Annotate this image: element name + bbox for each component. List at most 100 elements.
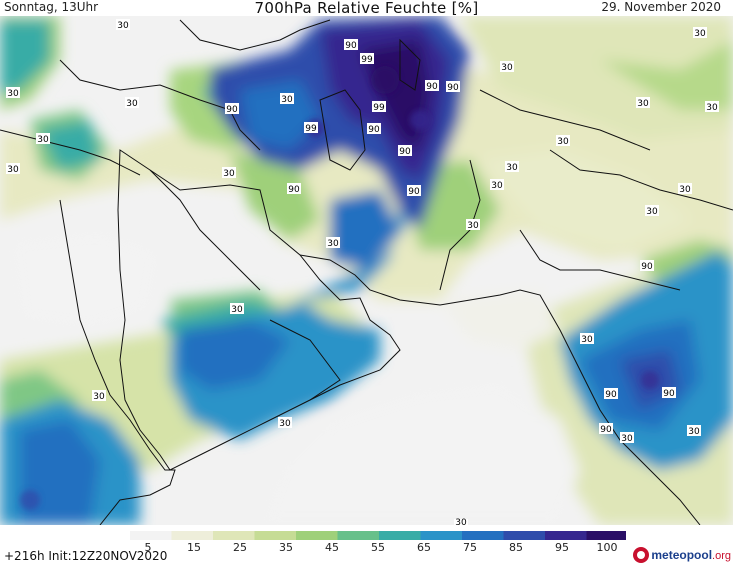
svg-text:30: 30 — [646, 207, 658, 217]
svg-text:30: 30 — [581, 335, 593, 345]
contour-label: 30 — [645, 205, 659, 217]
svg-text:90: 90 — [426, 82, 438, 92]
colorbar-tick: 45 — [325, 541, 339, 554]
colorbar-tick: 85 — [509, 541, 523, 554]
contour-label: 30 — [466, 219, 480, 231]
contour-label: 90 — [604, 388, 618, 400]
svg-text:30: 30 — [694, 29, 706, 39]
colorbar-segment — [171, 531, 214, 540]
svg-text:99: 99 — [305, 124, 317, 134]
svg-text:30: 30 — [706, 103, 718, 113]
contour-label: 30 — [326, 237, 340, 249]
contour-label: 30 — [92, 390, 106, 402]
colorbar-tick: 95 — [555, 541, 569, 554]
svg-text:30: 30 — [506, 163, 518, 173]
svg-text:90: 90 — [226, 105, 238, 115]
colorbar-tick: 75 — [463, 541, 477, 554]
colorbar-segment — [545, 531, 587, 540]
svg-text:30: 30 — [637, 99, 649, 109]
colorbar-tick: 55 — [371, 541, 385, 554]
meteopool-logo-icon — [633, 547, 650, 563]
svg-text:30: 30 — [467, 221, 479, 231]
valid-date: 29. November 2020 — [601, 0, 721, 14]
contour-label: 30 — [6, 163, 20, 175]
svg-text:30: 30 — [327, 239, 339, 249]
contour-label: 90 — [425, 80, 439, 92]
svg-text:30: 30 — [557, 137, 569, 147]
colorbar-segment — [130, 531, 172, 540]
svg-text:90: 90 — [399, 147, 411, 157]
contour-label: 30 — [125, 97, 139, 109]
svg-text:30: 30 — [7, 165, 19, 175]
chart-title: 700hPa Relative Feuchte [%] — [254, 0, 479, 17]
brand-name: meteopool.org — [651, 548, 731, 562]
model-run-info: +216h Init:12Z20NOV2020 — [4, 549, 168, 563]
footer: 5 15 25 35 45 55 65 75 85 95 100 +216h I… — [0, 525, 733, 566]
svg-text:90: 90 — [663, 389, 675, 399]
contour-label: 30 — [693, 27, 707, 39]
colorbar-segment — [586, 531, 626, 540]
svg-text:30: 30 — [281, 95, 293, 105]
contour-label: 30 — [230, 303, 244, 315]
svg-text:30: 30 — [455, 518, 467, 525]
contour-label: 90 — [287, 183, 301, 195]
contour-label: 30 — [116, 19, 130, 31]
colorbar-segment — [503, 531, 546, 540]
colorbar-segment — [296, 531, 338, 540]
contour-label: 30 — [36, 133, 50, 145]
colorbar-segment — [337, 531, 380, 540]
svg-text:99: 99 — [361, 55, 373, 65]
svg-text:30: 30 — [93, 392, 105, 402]
svg-text:90: 90 — [641, 262, 653, 272]
contour-label: 30 — [6, 87, 20, 99]
svg-text:30: 30 — [679, 185, 691, 195]
colorbar-segment — [379, 531, 421, 540]
svg-text:90: 90 — [288, 185, 300, 195]
contour-label: 90 — [599, 423, 613, 435]
contour-label: 90 — [344, 39, 358, 51]
contour-label: 30 — [687, 425, 701, 437]
colorbar-tick: 25 — [233, 541, 247, 554]
contour-label: 30 — [454, 518, 468, 525]
svg-text:30: 30 — [7, 89, 19, 99]
contour-label: 90 — [446, 81, 460, 93]
svg-text:90: 90 — [447, 83, 459, 93]
contour-label: 30 — [678, 183, 692, 195]
meteopool-logo[interactable]: meteopool.org — [633, 545, 731, 565]
svg-text:30: 30 — [501, 63, 513, 73]
svg-text:30: 30 — [126, 99, 138, 109]
contour-label: 90 — [225, 103, 239, 115]
valid-day-time: Sonntag, 13Uhr — [4, 0, 99, 14]
contour-label: 90 — [367, 123, 381, 135]
svg-text:99: 99 — [373, 103, 385, 113]
svg-text:30: 30 — [223, 169, 235, 179]
colorbar-tick: 100 — [596, 541, 618, 554]
contour-label: 30 — [280, 93, 294, 105]
colorbar — [130, 531, 626, 540]
coastlines — [0, 19, 733, 525]
colorbar-segment — [213, 531, 255, 540]
svg-text:90: 90 — [408, 187, 420, 197]
svg-text:30: 30 — [231, 305, 243, 315]
humidity-detail — [20, 66, 659, 510]
humidity-map: 30 90 99 30 30 90 90 99 90 99 90 90 90 9… — [0, 16, 733, 525]
colorbar-segment — [420, 531, 463, 540]
contour-label: 30 — [620, 432, 634, 444]
svg-text:30: 30 — [279, 419, 291, 429]
map-canvas: 30 90 99 30 30 90 90 99 90 99 90 90 90 9… — [0, 16, 733, 525]
contour-label: 90 — [398, 145, 412, 157]
contour-label: 30 — [505, 161, 519, 173]
svg-text:30: 30 — [37, 135, 49, 145]
svg-text:30: 30 — [621, 434, 633, 444]
colorbar-tick: 5 — [144, 541, 152, 554]
contour-label: 30 — [490, 179, 504, 191]
contour-label: 99 — [360, 53, 374, 65]
contour-label: 30 — [556, 135, 570, 147]
svg-text:90: 90 — [600, 425, 612, 435]
contour-label: 30 — [278, 417, 292, 429]
contour-labels: 30 90 99 30 30 90 90 99 90 99 90 90 90 9… — [6, 19, 719, 525]
contour-label: 30 — [636, 97, 650, 109]
header: Sonntag, 13Uhr 700hPa Relative Feuchte [… — [0, 0, 733, 17]
colorbar-tick: 35 — [279, 541, 293, 554]
contour-label: 99 — [372, 101, 386, 113]
